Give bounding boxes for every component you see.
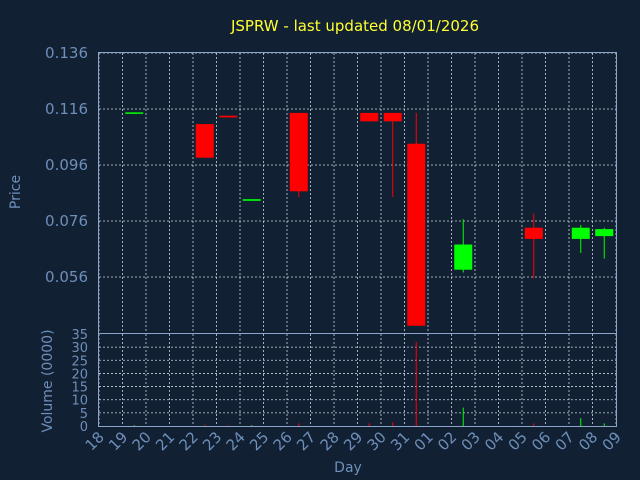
volume-tick-label: 35 bbox=[71, 328, 88, 343]
volume-tick-label: 0 bbox=[80, 420, 88, 435]
x-tick-label: 07 bbox=[552, 428, 578, 454]
candle-07 bbox=[571, 224, 590, 253]
x-tick-label: 04 bbox=[481, 428, 507, 454]
candle-30 bbox=[383, 112, 402, 197]
candle-31 bbox=[407, 112, 426, 326]
x-tick-label: 20 bbox=[129, 428, 155, 454]
price-tick-label: 0.116 bbox=[45, 100, 88, 118]
volume-tick-label: 15 bbox=[71, 381, 88, 396]
x-tick-label: 01 bbox=[411, 428, 437, 454]
x-tick-label: 21 bbox=[152, 428, 178, 454]
volume-grid bbox=[98, 334, 617, 426]
x-tick-label: 08 bbox=[575, 428, 601, 454]
candle-23 bbox=[219, 115, 238, 118]
x-tick-label: 25 bbox=[246, 428, 272, 454]
volume-tick-label: 25 bbox=[71, 354, 88, 369]
candle-body bbox=[195, 124, 214, 158]
x-tick-label: 24 bbox=[223, 428, 249, 454]
candle-body bbox=[219, 115, 238, 118]
x-tick-label: 03 bbox=[458, 428, 484, 454]
price-tick-label: 0.076 bbox=[45, 212, 88, 230]
x-tick-label: 31 bbox=[387, 428, 413, 454]
x-axis-label: Day bbox=[334, 460, 362, 476]
candle-body bbox=[360, 112, 379, 122]
price-tick-label: 0.136 bbox=[45, 44, 88, 62]
price-tick-labels: 0.056 0.076 0.096 0.116 0.136 bbox=[45, 44, 88, 286]
candle-body bbox=[454, 244, 473, 270]
volume-bars bbox=[133, 341, 605, 426]
volume-tick-label: 10 bbox=[71, 394, 88, 409]
candle-body bbox=[524, 227, 543, 239]
price-grid bbox=[98, 52, 617, 333]
x-tick-label: 23 bbox=[199, 428, 225, 454]
x-tick-label: 06 bbox=[528, 428, 554, 454]
candle-body bbox=[125, 112, 144, 114]
candle-05 bbox=[524, 213, 543, 279]
candle-19 bbox=[125, 112, 144, 115]
candles bbox=[125, 112, 614, 326]
candle-22 bbox=[195, 124, 214, 158]
x-tick-label: 02 bbox=[434, 428, 460, 454]
price-tick-label: 0.096 bbox=[45, 156, 88, 174]
x-tick-label: 26 bbox=[270, 428, 296, 454]
candle-body bbox=[383, 112, 402, 122]
x-tick-label: 27 bbox=[293, 428, 319, 454]
candle-body bbox=[289, 112, 308, 192]
candle-02 bbox=[454, 219, 473, 273]
candle-body bbox=[407, 143, 426, 326]
x-tick-label: 19 bbox=[105, 428, 131, 454]
volume-tick-label: 20 bbox=[71, 367, 88, 382]
x-tick-label: 30 bbox=[364, 428, 390, 454]
x-tick-label: 22 bbox=[176, 428, 202, 454]
volume-tick-label: 5 bbox=[80, 407, 88, 422]
volume-axis-label: Volume (0000) bbox=[40, 329, 56, 432]
volume-tick-label: 30 bbox=[71, 341, 88, 356]
x-tick-label: 05 bbox=[505, 428, 531, 454]
candle-29 bbox=[360, 112, 379, 122]
candle-body bbox=[595, 229, 614, 237]
x-tick-label: 09 bbox=[599, 428, 625, 454]
candle-08 bbox=[595, 227, 614, 259]
candle-26 bbox=[289, 112, 308, 197]
x-tick-labels: 1819202122232425262728293031010203040506… bbox=[82, 428, 625, 454]
x-tick-label: 29 bbox=[340, 428, 366, 454]
volume-panel-frame bbox=[98, 333, 617, 427]
x-tick-label: 28 bbox=[317, 428, 343, 454]
candle-24 bbox=[242, 199, 261, 201]
candle-body bbox=[571, 227, 590, 239]
price-tick-label: 0.056 bbox=[45, 268, 88, 286]
candle-body bbox=[242, 199, 261, 201]
chart-title: JSPRW - last updated 08/01/2026 bbox=[230, 17, 479, 35]
y-axis-label: Price bbox=[8, 175, 24, 209]
